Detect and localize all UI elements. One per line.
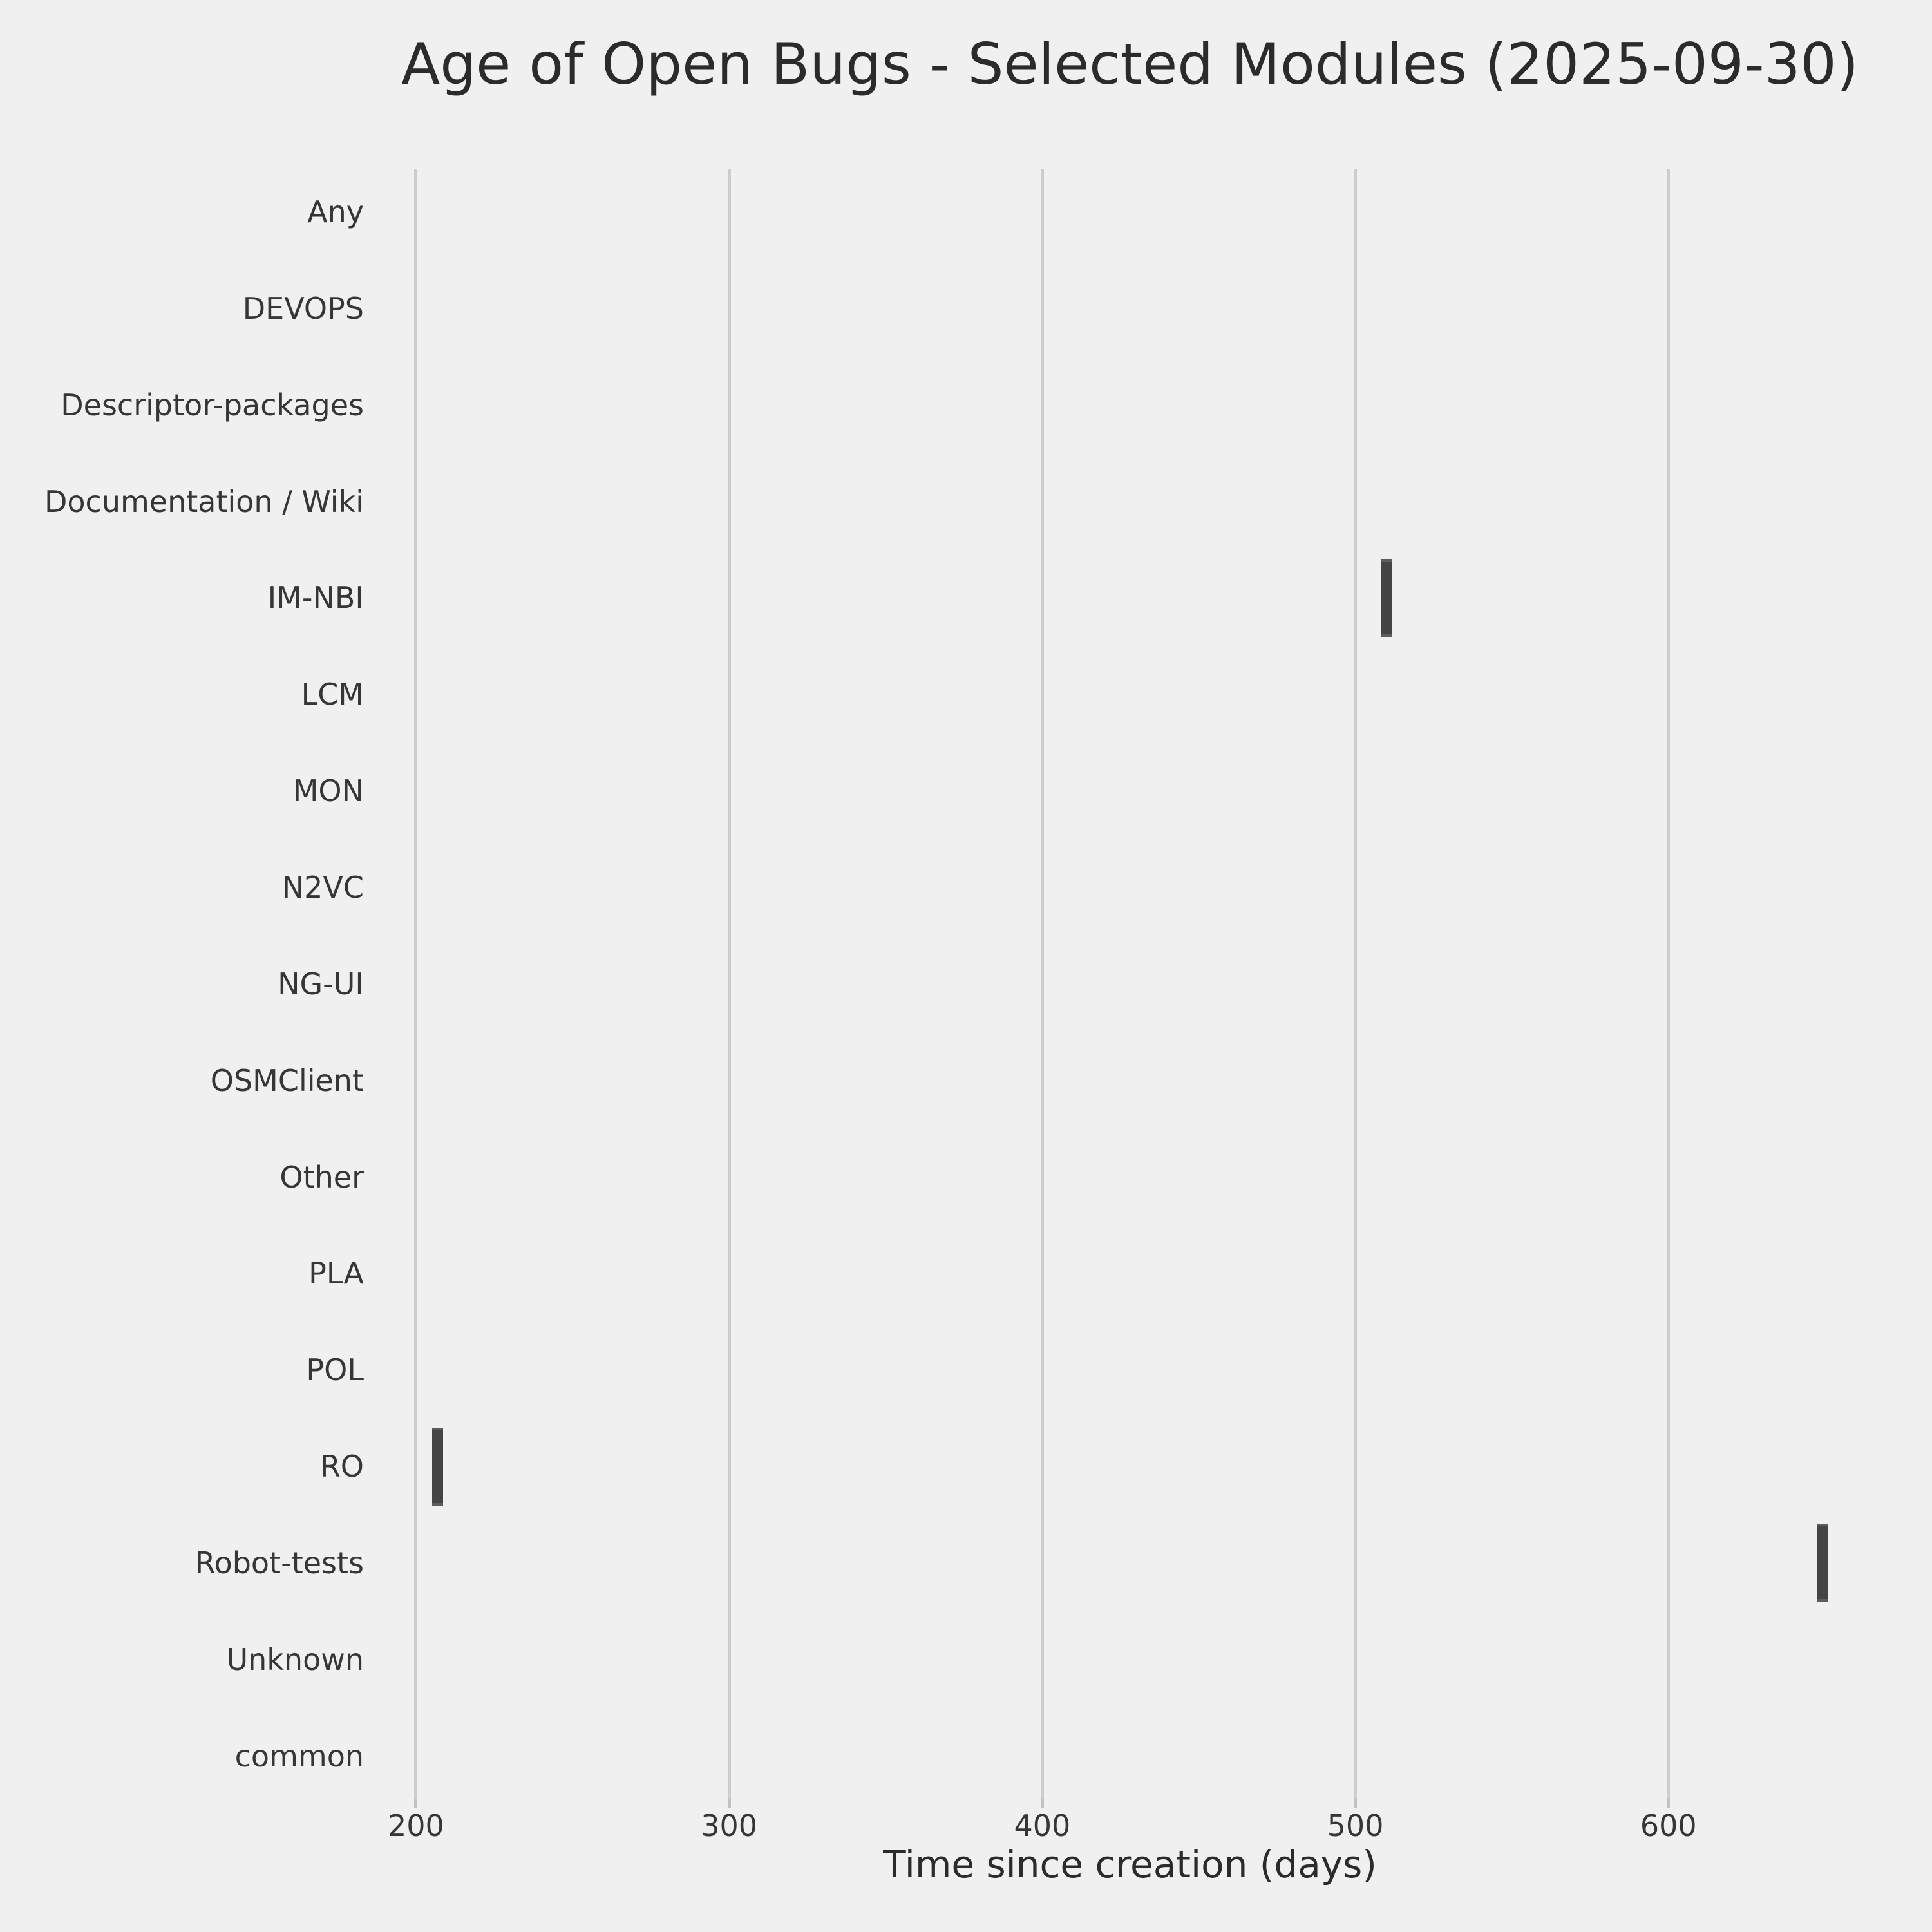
gridline-x-200 [414, 169, 418, 1799]
box-robot-tests [1816, 1524, 1828, 1602]
box-ro [432, 1427, 444, 1506]
y-tick-label-pla: PLA [308, 1256, 364, 1291]
y-tick-label-osmclient: OSMClient [210, 1063, 364, 1098]
x-tick-mark-400 [1040, 1799, 1044, 1808]
y-tick-label-other: Other [279, 1159, 364, 1195]
y-tick-label-lcm: LCM [301, 677, 364, 712]
y-tick-label-documentation-wiki: Documentation / Wiki [44, 484, 364, 519]
y-tick-label-descriptor-packages: Descriptor-packages [61, 387, 364, 422]
gridline-x-600 [1667, 169, 1671, 1799]
gridline-x-500 [1354, 169, 1358, 1799]
box-im-nbi [1381, 558, 1392, 637]
x-tick-mark-200 [414, 1799, 418, 1808]
y-tick-label-mon: MON [292, 773, 364, 809]
chart-title: Age of Open Bugs - Selected Modules (202… [401, 31, 1859, 97]
y-tick-label-any: Any [307, 194, 364, 229]
x-axis-title: Time since creation (days) [883, 1842, 1377, 1886]
y-tick-label-devops: DEVOPS [242, 290, 364, 326]
x-tick-label-200: 200 [388, 1808, 444, 1843]
x-tick-label-300: 300 [701, 1808, 758, 1843]
y-tick-label-n2vc: N2VC [281, 869, 364, 905]
x-tick-label-500: 500 [1327, 1808, 1384, 1843]
y-tick-label-robot-tests: Robot-tests [194, 1545, 364, 1580]
y-tick-label-pol: POL [306, 1352, 364, 1388]
y-tick-label-ng-ui: NG-UI [278, 966, 364, 1001]
y-tick-label-unknown: Unknown [226, 1642, 364, 1677]
gridline-x-400 [1040, 169, 1044, 1799]
x-tick-label-600: 600 [1640, 1808, 1697, 1843]
y-tick-label-common: common [234, 1738, 364, 1774]
x-tick-label-400: 400 [1014, 1808, 1071, 1843]
x-tick-mark-600 [1667, 1799, 1671, 1808]
y-tick-label-ro: RO [319, 1449, 364, 1484]
x-tick-mark-300 [727, 1799, 731, 1808]
gridline-x-300 [727, 169, 731, 1799]
x-tick-mark-500 [1354, 1799, 1358, 1808]
y-tick-label-im-nbi: IM-NBI [267, 580, 364, 616]
